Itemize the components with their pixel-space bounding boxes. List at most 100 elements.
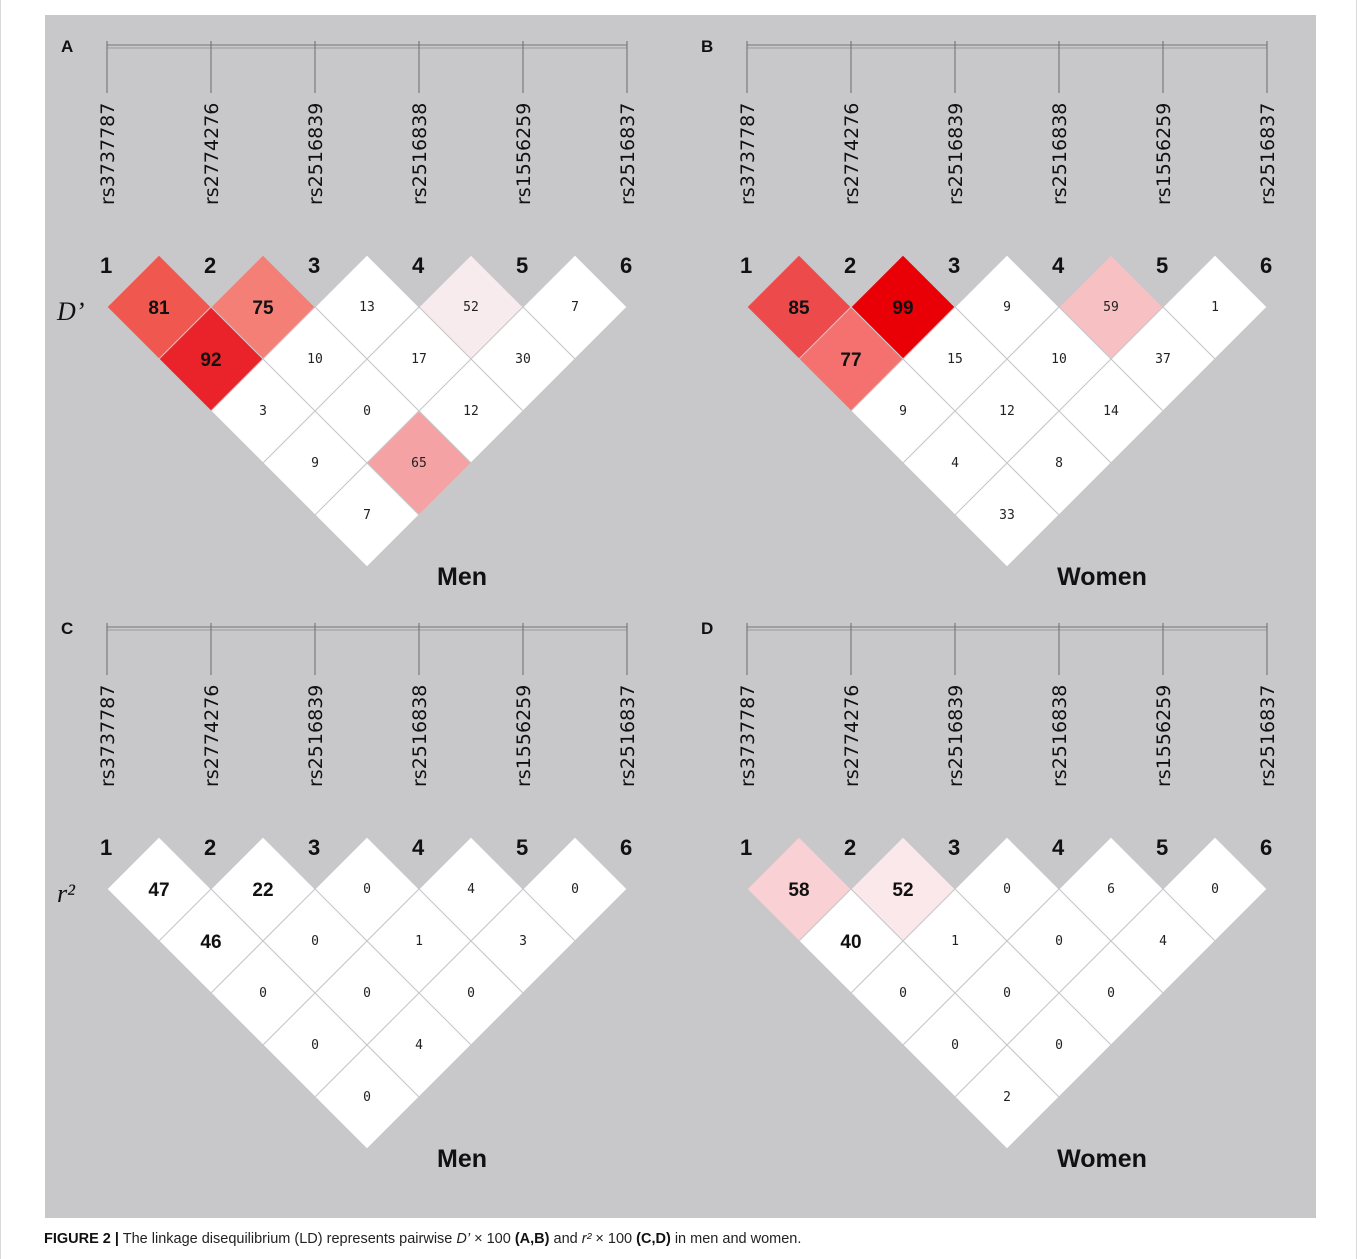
panel-letter: B bbox=[701, 37, 713, 56]
snp-label: rs2516839 bbox=[945, 685, 967, 787]
snp-index-label: 1 bbox=[100, 253, 112, 278]
snp-label: rs2516838 bbox=[1049, 103, 1071, 205]
snp-index-label: 3 bbox=[308, 253, 320, 278]
snp-index-label: 2 bbox=[204, 253, 216, 278]
snp-index-label: 4 bbox=[1052, 253, 1065, 278]
ld-cell-value: 1 bbox=[951, 934, 959, 949]
ld-cell-value: 14 bbox=[1103, 404, 1119, 419]
snp-label: rs3737787 bbox=[97, 103, 119, 205]
snp-index-label: 1 bbox=[740, 253, 752, 278]
ld-cell-value: 4 bbox=[951, 456, 959, 471]
ld-cell-value: 3 bbox=[259, 404, 267, 419]
panel-letter: C bbox=[61, 619, 73, 638]
snp-index-label: 6 bbox=[1260, 835, 1272, 860]
snp-label: rs2516837 bbox=[1257, 103, 1279, 205]
ld-cell-value: 1 bbox=[1211, 300, 1219, 315]
ld-cell bbox=[954, 462, 1060, 568]
snp-label: rs2516839 bbox=[945, 103, 967, 205]
ld-cell-value: 58 bbox=[788, 880, 809, 901]
caption-panels-ab: (A,B) bbox=[514, 1231, 550, 1247]
caption-label: FIGURE 2 | bbox=[44, 1231, 119, 1247]
ld-cell-value: 59 bbox=[1103, 300, 1119, 315]
snp-label: rs2516839 bbox=[305, 103, 327, 205]
ld-cell-value: 22 bbox=[252, 880, 273, 901]
ld-cell-value: 85 bbox=[788, 298, 810, 319]
ld-cell-value: 37 bbox=[1155, 352, 1171, 367]
ld-cell bbox=[954, 1044, 1060, 1150]
ld-cell-value: 33 bbox=[999, 508, 1015, 523]
ld-cell-value: 4 bbox=[467, 882, 475, 897]
ld-cell-value: 0 bbox=[1003, 882, 1011, 897]
ld-cell-value: 2 bbox=[1003, 1090, 1011, 1105]
ld-cell-value: 30 bbox=[515, 352, 531, 367]
snp-label: rs2516837 bbox=[617, 103, 639, 205]
ld-cell-value: 6 bbox=[1107, 882, 1115, 897]
metric-label: D’ bbox=[56, 297, 84, 326]
metric-label: r² bbox=[57, 879, 76, 908]
snp-label: rs2516838 bbox=[409, 685, 431, 787]
snp-index-label: 6 bbox=[1260, 253, 1272, 278]
ld-cell-value: 1 bbox=[415, 934, 423, 949]
ld-cell-value: 0 bbox=[1107, 986, 1115, 1001]
ld-cell-value: 0 bbox=[363, 882, 371, 897]
snp-index-label: 1 bbox=[740, 835, 752, 860]
ld-cell-value: 0 bbox=[1055, 1038, 1063, 1053]
ld-cell-value: 0 bbox=[311, 934, 319, 949]
caption-text-3: and bbox=[549, 1231, 582, 1247]
snp-label: rs2516838 bbox=[1049, 685, 1071, 787]
snp-label: rs1556259 bbox=[513, 685, 535, 787]
ld-cell-value: 0 bbox=[363, 986, 371, 1001]
snp-label: rs2774276 bbox=[841, 685, 863, 787]
figure-caption: FIGURE 2 | The linkage disequilibrium (L… bbox=[44, 1231, 1324, 1247]
snp-index-label: 5 bbox=[516, 835, 528, 860]
ld-cell-value: 0 bbox=[259, 986, 267, 1001]
snp-label: rs3737787 bbox=[737, 103, 759, 205]
ld-cell-value: 15 bbox=[947, 352, 963, 367]
snp-index-label: 3 bbox=[948, 835, 960, 860]
caption-panels-cd: (C,D) bbox=[636, 1231, 671, 1247]
ld-cell-value: 81 bbox=[148, 298, 170, 319]
caption-text-2: × 100 bbox=[470, 1231, 515, 1247]
group-label: Women bbox=[1057, 1145, 1147, 1173]
ld-cell-value: 8 bbox=[1055, 456, 1063, 471]
ld-cell-value: 47 bbox=[148, 880, 169, 901]
ld-cell-value: 7 bbox=[363, 508, 371, 523]
snp-index-label: 3 bbox=[308, 835, 320, 860]
ld-cell-value: 99 bbox=[892, 298, 913, 319]
caption-d-symbol: D’ bbox=[456, 1231, 471, 1247]
snp-label: rs1556259 bbox=[1153, 685, 1175, 787]
snp-label: rs2774276 bbox=[841, 103, 863, 205]
snp-index-label: 6 bbox=[620, 835, 632, 860]
snp-label: rs2774276 bbox=[201, 685, 223, 787]
snp-label: rs1556259 bbox=[513, 103, 535, 205]
ld-cell-value: 9 bbox=[311, 456, 319, 471]
group-label: Men bbox=[437, 1145, 487, 1173]
ld-cell-value: 10 bbox=[307, 352, 323, 367]
snp-index-label: 5 bbox=[1156, 835, 1168, 860]
ld-cell-value: 0 bbox=[467, 986, 475, 1001]
snp-index-label: 2 bbox=[844, 253, 856, 278]
snp-index-label: 2 bbox=[204, 835, 216, 860]
ld-cell-value: 46 bbox=[200, 932, 221, 953]
snp-index-label: 4 bbox=[412, 835, 425, 860]
snp-index-label: 3 bbox=[948, 253, 960, 278]
ld-cell-value: 0 bbox=[951, 1038, 959, 1053]
ld-cell-value: 0 bbox=[1003, 986, 1011, 1001]
ld-cell-value: 0 bbox=[899, 986, 907, 1001]
ld-cell-value: 0 bbox=[571, 882, 579, 897]
ld-cell-value: 52 bbox=[463, 300, 479, 315]
ld-cell-value: 40 bbox=[840, 932, 861, 953]
ld-cell bbox=[314, 462, 420, 568]
snp-label: rs3737787 bbox=[737, 685, 759, 787]
ld-cell-value: 52 bbox=[892, 880, 913, 901]
group-label: Women bbox=[1057, 563, 1147, 591]
caption-text-4: × 100 bbox=[591, 1231, 637, 1247]
ld-cell-value: 12 bbox=[463, 404, 479, 419]
ld-cell-value: 10 bbox=[1051, 352, 1067, 367]
caption-text-1: The linkage disequilibrium (LD) represen… bbox=[118, 1231, 457, 1247]
